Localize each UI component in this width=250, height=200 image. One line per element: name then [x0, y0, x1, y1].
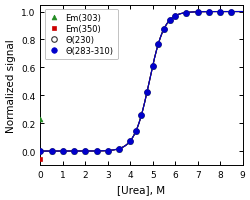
Θ(283-310)	[145, 91, 148, 93]
Em(303)	[195, 11, 198, 14]
Θ(230)	[156, 43, 159, 46]
Em(303)	[156, 43, 159, 46]
Θ(283-310)	[156, 43, 159, 46]
Θ(283-310)	[128, 140, 131, 142]
Em(303)	[140, 114, 142, 117]
Em(350)	[195, 11, 198, 14]
Em(303)	[50, 150, 53, 153]
Em(350)	[134, 130, 137, 133]
Em(303)	[128, 140, 131, 142]
Em(350)	[229, 11, 232, 14]
Line: Θ(283-310): Θ(283-310)	[38, 10, 233, 154]
Θ(230)	[140, 114, 142, 117]
Θ(230)	[229, 11, 232, 14]
Θ(230)	[84, 150, 86, 152]
Em(303)	[184, 12, 187, 15]
Θ(230)	[106, 150, 109, 152]
Θ(283-310)	[95, 150, 98, 152]
Θ(230)	[72, 150, 75, 153]
Em(350)	[184, 12, 187, 15]
Em(350)	[95, 150, 98, 152]
Em(303)	[150, 65, 154, 68]
Em(350)	[84, 150, 86, 152]
Em(350)	[50, 150, 53, 153]
Θ(283-310)	[195, 11, 198, 14]
Θ(230)	[95, 150, 98, 152]
Em(350)	[72, 150, 75, 153]
Θ(283-310)	[106, 150, 109, 152]
Em(303)	[117, 148, 120, 150]
Y-axis label: Normalized signal: Normalized signal	[6, 39, 16, 132]
Em(350)	[117, 148, 120, 150]
Em(303)	[134, 130, 137, 133]
Θ(283-310)	[50, 150, 53, 153]
Θ(283-310)	[184, 12, 187, 15]
Line: Θ(230): Θ(230)	[38, 10, 233, 154]
Θ(283-310)	[134, 130, 137, 133]
Em(303)	[39, 118, 42, 121]
Θ(283-310)	[173, 16, 176, 18]
Θ(230)	[128, 140, 131, 142]
Θ(283-310)	[167, 20, 170, 22]
Θ(283-310)	[61, 150, 64, 153]
X-axis label: [Urea], M: [Urea], M	[117, 185, 165, 194]
Θ(283-310)	[218, 11, 221, 14]
Θ(283-310)	[72, 150, 75, 153]
Θ(230)	[218, 11, 221, 14]
Em(303)	[167, 20, 170, 22]
Line: Em(303): Em(303)	[38, 10, 233, 154]
Legend: Em(303), Em(350), Θ(230), Θ(283-310): Em(303), Em(350), Θ(230), Θ(283-310)	[44, 10, 117, 60]
Em(303)	[106, 150, 109, 152]
Θ(230)	[173, 16, 176, 18]
Em(350)	[140, 114, 142, 117]
Em(303)	[218, 11, 221, 14]
Θ(283-310)	[206, 11, 210, 14]
Θ(283-310)	[162, 29, 165, 31]
Θ(230)	[167, 20, 170, 22]
Θ(230)	[195, 11, 198, 14]
Em(303)	[95, 150, 98, 152]
Em(303)	[72, 150, 75, 153]
Em(350)	[145, 91, 148, 93]
Em(350)	[218, 11, 221, 14]
Em(350)	[206, 11, 210, 14]
Em(350)	[167, 20, 170, 22]
Em(303)	[145, 91, 148, 93]
Θ(283-310)	[84, 150, 86, 152]
Θ(230)	[184, 12, 187, 15]
Θ(230)	[162, 29, 165, 31]
Em(350)	[39, 158, 42, 161]
Em(350)	[106, 150, 109, 152]
Θ(283-310)	[150, 65, 154, 68]
Θ(230)	[50, 150, 53, 153]
Em(350)	[150, 65, 154, 68]
Em(303)	[173, 16, 176, 18]
Θ(283-310)	[229, 11, 232, 14]
Em(303)	[84, 150, 86, 152]
Θ(283-310)	[140, 114, 142, 117]
Em(350)	[173, 16, 176, 18]
Em(350)	[156, 43, 159, 46]
Em(350)	[61, 150, 64, 153]
Em(303)	[162, 29, 165, 31]
Θ(230)	[145, 91, 148, 93]
Em(303)	[61, 150, 64, 153]
Em(350)	[128, 140, 131, 142]
Θ(283-310)	[39, 150, 42, 153]
Θ(230)	[206, 11, 210, 14]
Em(303)	[206, 11, 210, 14]
Θ(230)	[61, 150, 64, 153]
Line: Em(350): Em(350)	[38, 10, 233, 162]
Θ(230)	[39, 150, 42, 153]
Em(350)	[162, 29, 165, 31]
Θ(230)	[150, 65, 154, 68]
Θ(230)	[117, 148, 120, 150]
Em(303)	[229, 11, 232, 14]
Θ(230)	[134, 130, 137, 133]
Θ(283-310)	[117, 148, 120, 150]
